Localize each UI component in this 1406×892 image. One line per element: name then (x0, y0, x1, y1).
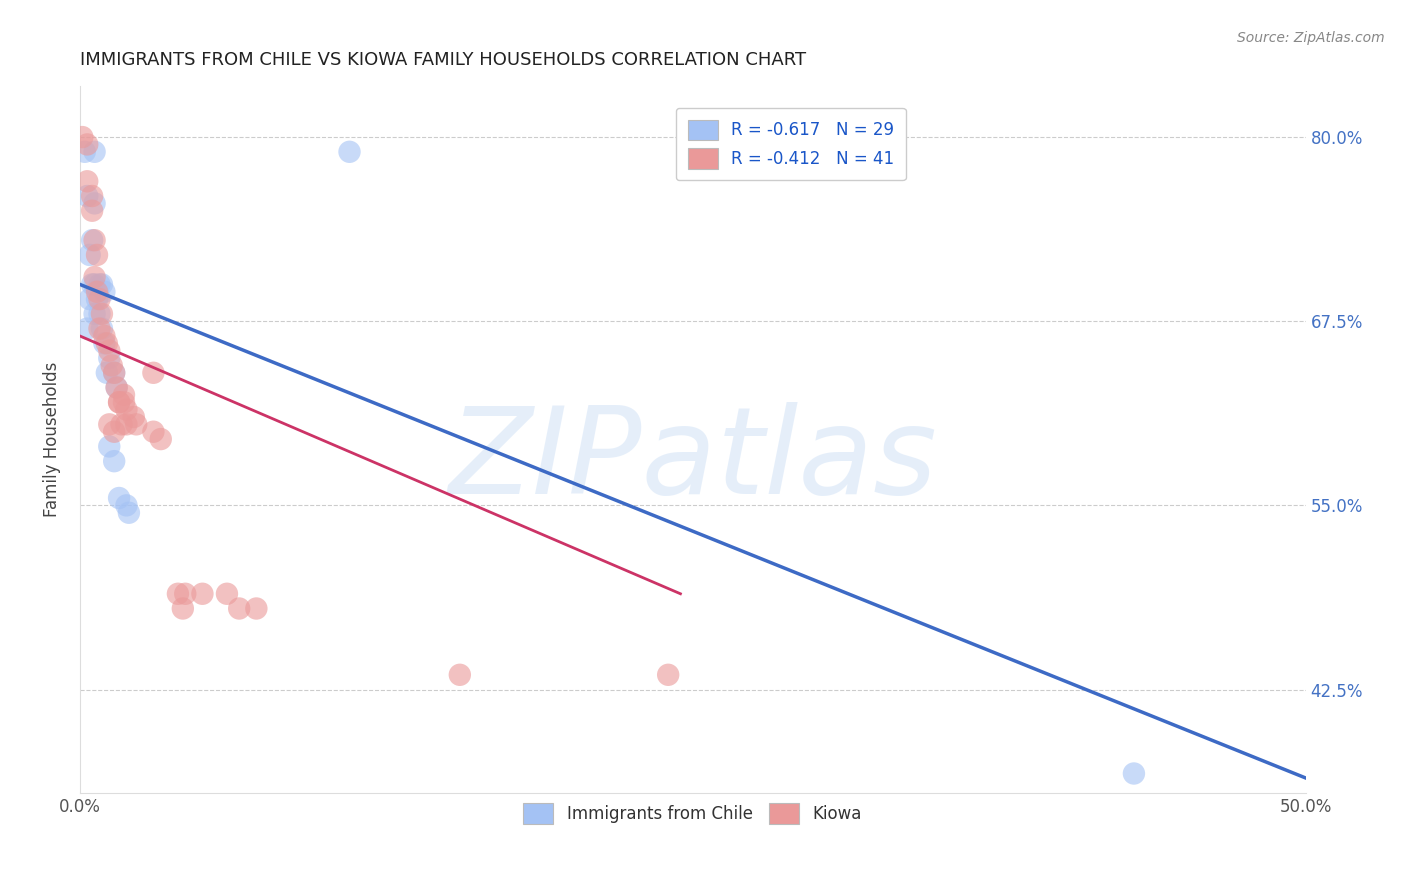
Point (76, 321, 98, 335)
Point (89, 321, 111, 335)
Point (1122, 766, 1144, 780)
Point (83, 145, 105, 159)
Point (105, 380, 128, 394)
Point (142, 366, 165, 380)
Point (76, 137, 98, 152)
Point (103, 425, 125, 439)
Point (215, 587, 238, 601)
Point (96, 336, 118, 351)
Point (98, 351, 121, 365)
Point (228, 601, 250, 615)
Point (108, 395, 131, 409)
Point (98, 417, 121, 432)
Point (90, 307, 112, 321)
Point (110, 417, 132, 432)
Point (125, 417, 148, 432)
Point (449, 667, 471, 681)
Point (103, 366, 125, 380)
Point (86, 285, 108, 299)
Point (83, 196, 105, 211)
Point (79, 292, 101, 306)
Point (149, 432, 172, 446)
Point (172, 601, 194, 615)
Point (105, 380, 128, 394)
Point (83, 307, 105, 321)
Point (82, 203, 104, 218)
Point (108, 395, 131, 409)
Point (657, 667, 679, 681)
Point (93, 285, 115, 299)
Point (245, 601, 267, 615)
Point (112, 388, 135, 402)
Point (72, 130, 94, 145)
Point (339, 145, 361, 159)
Point (122, 409, 145, 424)
Point (93, 329, 115, 343)
Point (103, 366, 125, 380)
Point (76, 174, 98, 188)
Point (86, 248, 108, 262)
Point (98, 343, 121, 358)
Point (90, 321, 112, 335)
Point (108, 491, 131, 505)
Text: ZIPatlas: ZIPatlas (449, 401, 938, 519)
Y-axis label: Family Households: Family Households (44, 361, 60, 516)
Point (73, 145, 96, 159)
Point (89, 292, 111, 306)
Point (115, 499, 138, 513)
Point (83, 233, 105, 247)
Point (83, 277, 105, 292)
Point (142, 425, 165, 439)
Point (118, 506, 141, 520)
Point (174, 587, 197, 601)
Point (82, 277, 104, 292)
Point (96, 366, 118, 380)
Point (82, 189, 104, 203)
Point (83, 270, 105, 285)
Point (82, 233, 104, 247)
Point (167, 587, 190, 601)
Text: Source: ZipAtlas.com: Source: ZipAtlas.com (1237, 31, 1385, 45)
Point (89, 277, 111, 292)
Point (89, 307, 111, 321)
Point (112, 395, 135, 409)
Point (79, 248, 101, 262)
Point (100, 359, 122, 373)
Point (98, 440, 121, 454)
Legend: Immigrants from Chile, Kiowa: Immigrants from Chile, Kiowa (513, 794, 872, 834)
Point (86, 292, 108, 306)
Point (103, 454, 125, 468)
Text: IMMIGRANTS FROM CHILE VS KIOWA FAMILY HOUSEHOLDS CORRELATION CHART: IMMIGRANTS FROM CHILE VS KIOWA FAMILY HO… (80, 51, 806, 69)
Point (191, 587, 214, 601)
Point (93, 336, 115, 351)
Point (90, 277, 112, 292)
Point (76, 189, 98, 203)
Point (115, 417, 138, 432)
Point (115, 402, 138, 417)
